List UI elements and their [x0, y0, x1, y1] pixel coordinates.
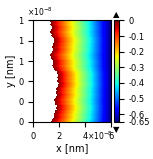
Text: $\times10^{-8}$: $\times10^{-8}$	[87, 130, 112, 142]
Y-axis label: y [nm]: y [nm]	[6, 55, 16, 87]
X-axis label: x [nm]: x [nm]	[56, 143, 88, 153]
Text: $\times10^{-8}$: $\times10^{-8}$	[27, 6, 53, 18]
Text: ▼: ▼	[113, 125, 119, 134]
Text: ▲: ▲	[113, 10, 119, 19]
